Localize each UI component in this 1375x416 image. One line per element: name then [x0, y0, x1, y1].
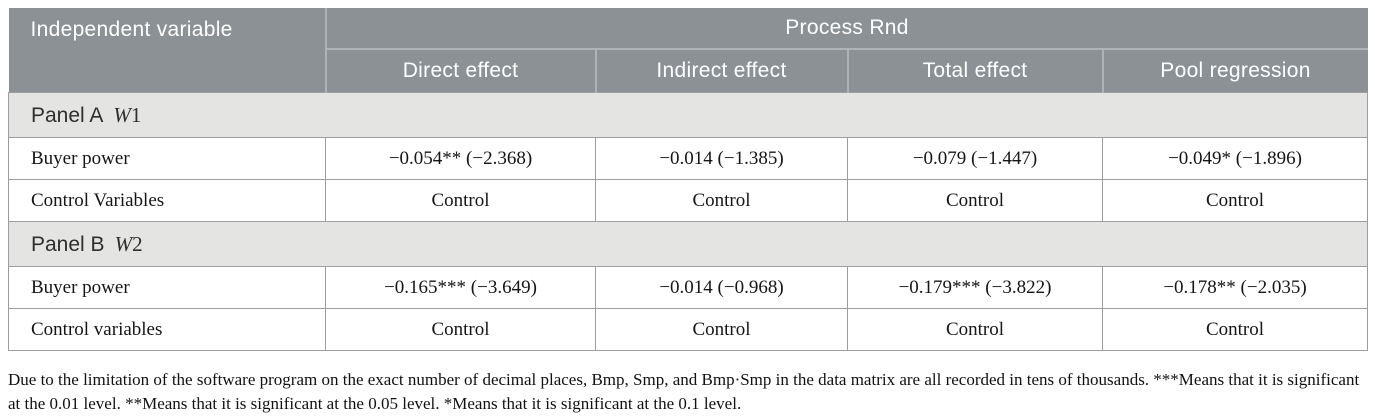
- value-cell: −0.179*** (−3.822): [847, 266, 1103, 309]
- value-cell: Control: [595, 308, 848, 351]
- row-label: Buyer power: [8, 266, 326, 309]
- panel-b-variable: W: [114, 231, 133, 256]
- value-cell: −0.178** (−2.035): [1101, 266, 1369, 309]
- table-header: Independent variable Process Rnd Direct …: [8, 8, 1368, 93]
- panel-a-variable-number: 1: [130, 102, 142, 127]
- panel-a-row: Panel A W1: [7, 92, 1369, 138]
- value-cell: −0.014 (−0.968): [595, 266, 848, 309]
- col-header-total-effect: Total effect: [846, 49, 1103, 93]
- value-cell: Control: [325, 308, 596, 351]
- table-row: Control variables Control Control Contro…: [8, 308, 1369, 351]
- value-cell: Control: [847, 308, 1103, 351]
- panel-b-label: Panel B W2: [7, 221, 1369, 267]
- row-label: Control variables: [8, 308, 326, 351]
- table-row: Buyer power −0.054** (−2.368) −0.014 (−1…: [8, 137, 1369, 180]
- col-header-direct-effect: Direct effect: [325, 49, 596, 93]
- value-cell: Control: [325, 179, 596, 222]
- value-cell: −0.049* (−1.896): [1101, 137, 1369, 180]
- value-cell: Control: [595, 179, 848, 222]
- panel-b-row: Panel B W2: [7, 221, 1369, 267]
- panel-a-label: Panel A W1: [7, 92, 1369, 138]
- value-cell: −0.079 (−1.447): [847, 137, 1103, 180]
- col-group-process-rnd: Process Rnd: [325, 8, 1368, 50]
- table-row: Buyer power −0.165*** (−3.649) −0.014 (−…: [8, 266, 1369, 309]
- table-footnote: Due to the limitation of the software pr…: [8, 370, 1360, 414]
- value-cell: −0.014 (−1.385): [595, 137, 848, 180]
- value-cell: Control: [1101, 179, 1369, 222]
- table-row: Control Variables Control Control Contro…: [8, 179, 1369, 222]
- panel-b-variable-number: 2: [132, 231, 143, 256]
- panel-a-title: Panel A: [31, 103, 104, 127]
- col-header-pool-regression: Pool regression: [1101, 49, 1368, 93]
- col-header-indirect-effect: Indirect effect: [594, 49, 848, 93]
- value-cell: −0.054** (−2.368): [325, 137, 596, 180]
- value-cell: Control: [847, 179, 1103, 222]
- col-header-independent-variable: Independent variable: [8, 8, 327, 93]
- row-label: Control Variables: [8, 179, 326, 222]
- value-cell: Control: [1101, 308, 1369, 351]
- value-cell: −0.165*** (−3.649): [325, 266, 596, 309]
- panel-b-title: Panel B: [31, 232, 105, 256]
- panel-a-variable: W: [113, 102, 131, 127]
- row-label: Buyer power: [8, 137, 326, 180]
- results-table: Independent variable Process Rnd Direct …: [7, 8, 1369, 351]
